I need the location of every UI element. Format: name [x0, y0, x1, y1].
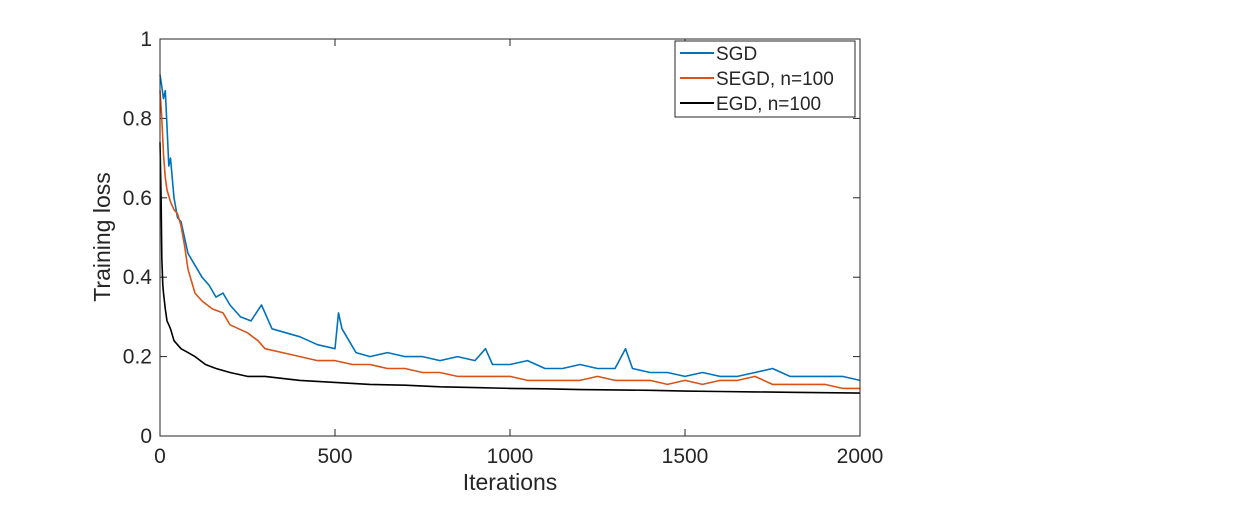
x-axis-ticks: 0 500 1000 1500 2000: [154, 39, 883, 468]
legend-label: EGD, n=100: [716, 94, 821, 115]
series-line-2: [159, 90, 860, 390]
x-axis-label: Iterations: [463, 469, 558, 495]
x-tick-label: 1500: [662, 445, 709, 468]
series-line-1: [159, 74, 861, 382]
y-tick-label: 0.4: [123, 266, 153, 289]
series-line-3: [159, 142, 861, 394]
y-tick-label: 1: [140, 28, 152, 51]
y-tick-label: 0.2: [123, 346, 152, 369]
x-tick-label: 2000: [837, 445, 884, 468]
x-tick-label: 500: [317, 445, 352, 468]
y-axis-ticks: 0 0.2 0.4 0.6 0.8 1: [123, 28, 860, 448]
y-tick-label: 0.8: [123, 107, 152, 130]
y-tick-label: 0.6: [123, 187, 152, 210]
x-tick-label: 1000: [487, 445, 534, 468]
series-lines: [159, 74, 861, 394]
x-tick-label: 0: [154, 445, 166, 468]
legend-label: SGD: [716, 44, 757, 65]
legend-label: SEGD, n=100: [716, 69, 834, 90]
y-tick-label: 0: [140, 425, 152, 448]
plot-frame: [159, 38, 861, 437]
legend: SGD SEGD, n=100 EGD, n=100: [674, 40, 856, 118]
y-axis-label: Training loss: [89, 172, 115, 302]
